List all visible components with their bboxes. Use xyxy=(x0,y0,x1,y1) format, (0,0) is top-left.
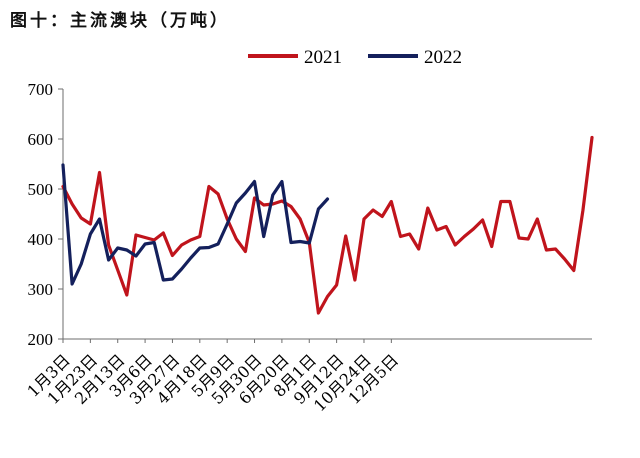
series-line-2021 xyxy=(61,135,594,315)
y-tick-label: 500 xyxy=(28,180,54,199)
y-tick-label: 300 xyxy=(28,280,54,299)
chart-title: 图十：主流澳块（万吨） xyxy=(10,11,230,31)
y-tick-label: 600 xyxy=(28,130,54,149)
series-layer xyxy=(61,135,594,315)
legend-label-2021: 2021 xyxy=(304,47,342,68)
legend-label-2022: 2022 xyxy=(424,47,462,68)
y-tick-label: 200 xyxy=(28,330,54,349)
y-tick-label: 400 xyxy=(28,230,54,249)
legend: 2021 2022 xyxy=(248,47,462,68)
series-line-2022 xyxy=(61,163,330,286)
y-tick-label: 700 xyxy=(28,80,54,99)
